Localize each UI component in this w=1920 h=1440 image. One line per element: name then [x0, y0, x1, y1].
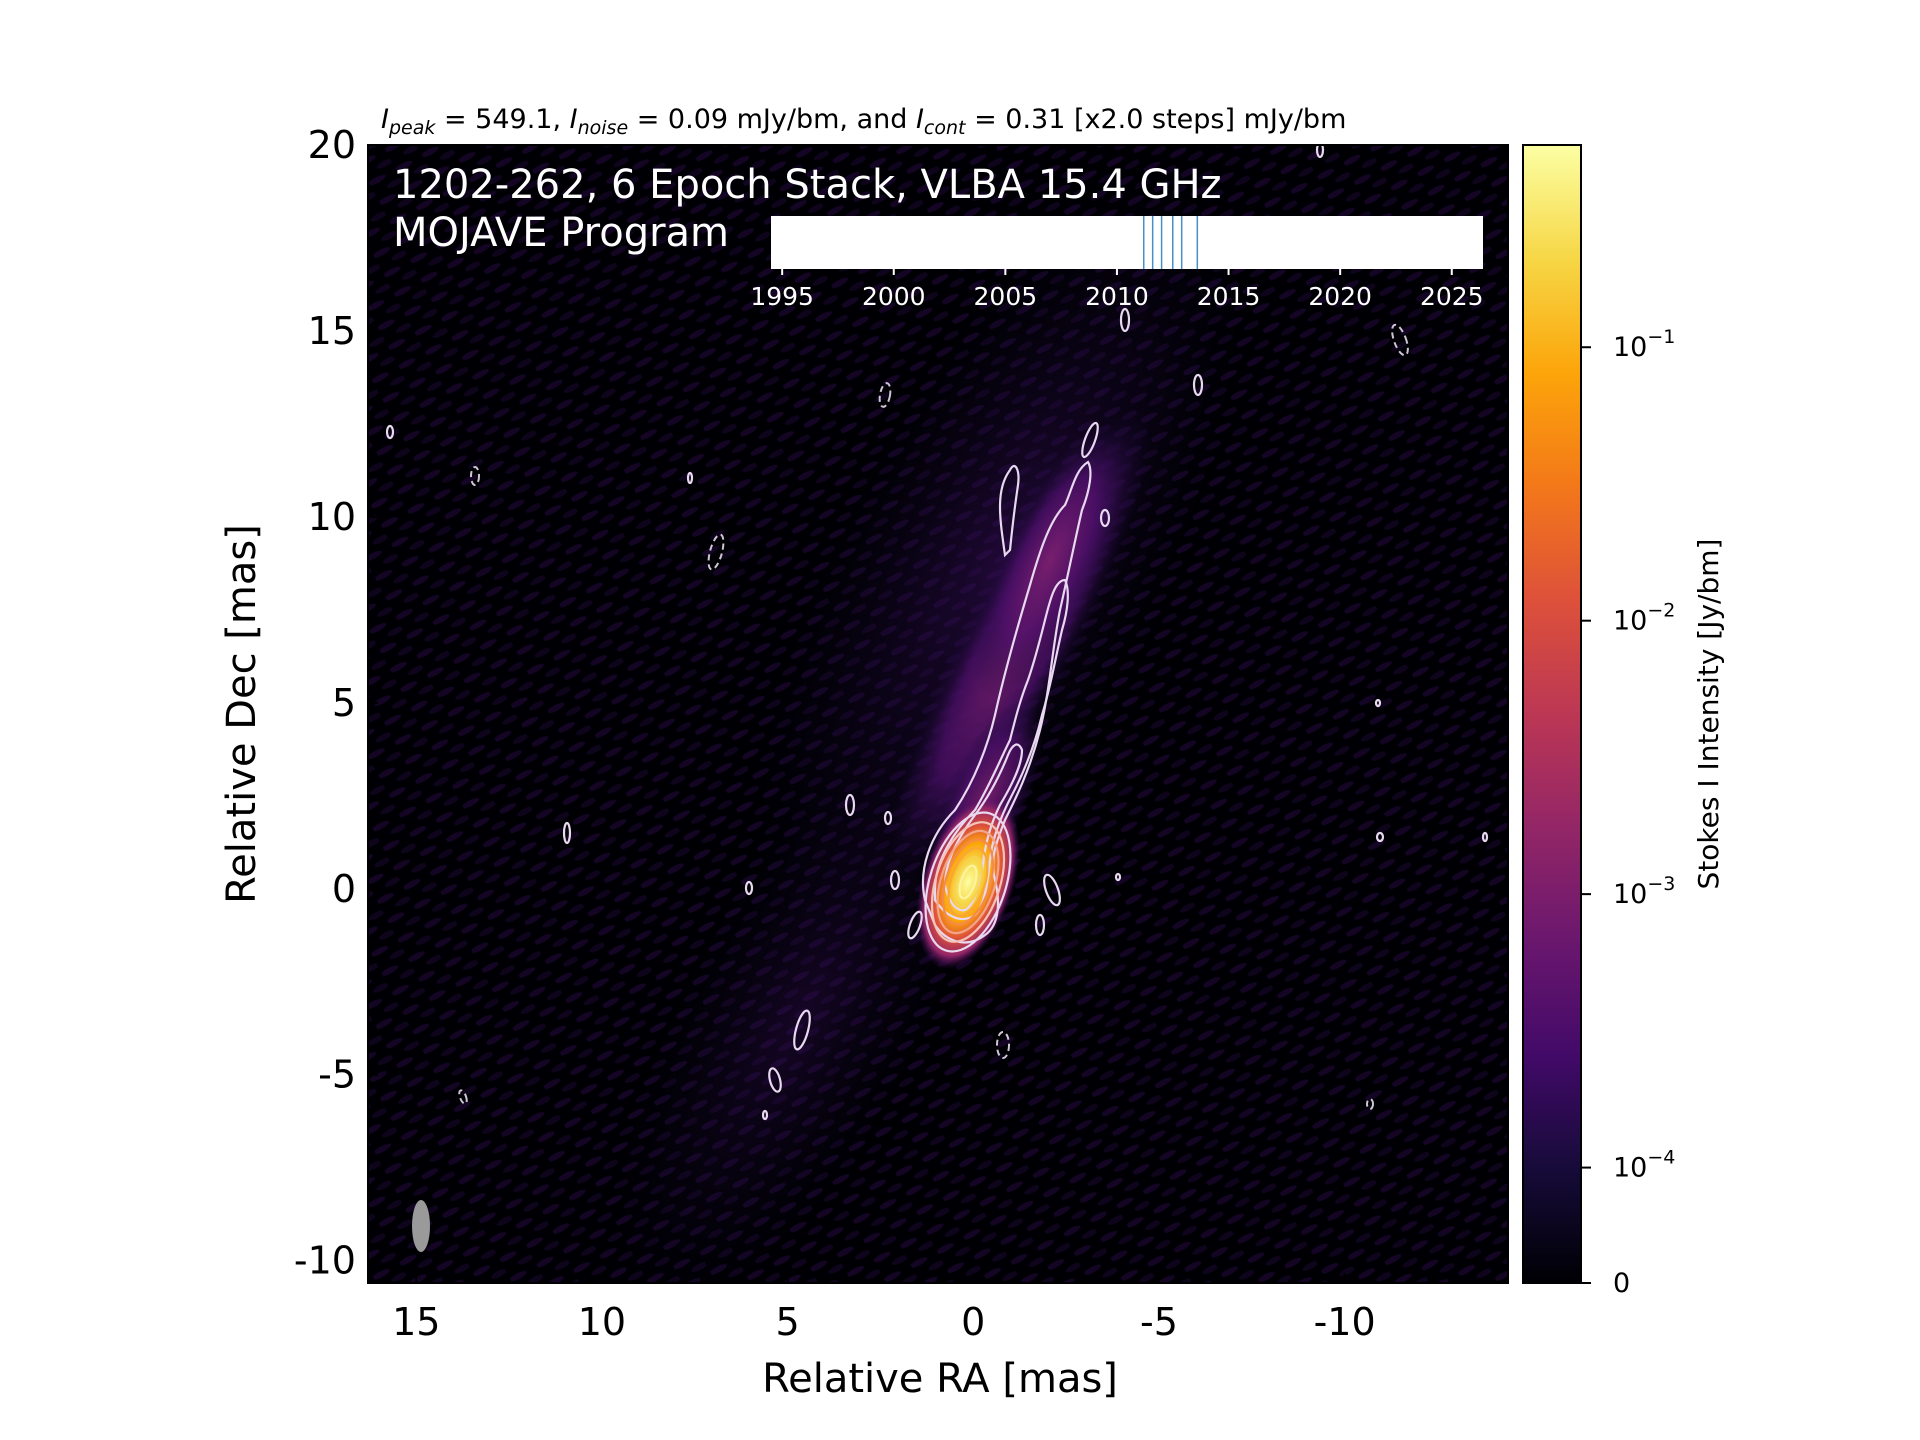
x-tick-label: 5 — [776, 1300, 800, 1344]
timeline-bar — [771, 216, 1483, 269]
chart-title: 1202-262, 6 Epoch Stack, VLBA 15.4 GHz — [393, 162, 1222, 208]
contours — [385, 145, 1489, 1121]
colorbar-tick-label: 0 — [1613, 1268, 1630, 1299]
y-tick-label: 10 — [308, 495, 356, 539]
y-axis-label: Relative Dec [mas] — [219, 524, 265, 904]
header-line: Ipeak = 549.1, Inoise = 0.09 mJy/bm, and… — [381, 104, 1346, 139]
colorbar — [1523, 145, 1581, 1283]
y-tick-label: 0 — [332, 867, 356, 911]
timeline-tick-label: 2005 — [974, 282, 1038, 311]
y-tick-label: 5 — [332, 681, 356, 725]
x-tick-label: 10 — [578, 1300, 626, 1344]
timeline-tick-label: 2020 — [1308, 282, 1372, 311]
colorbar-ticks: 10−1 10−2 10−3 10−4 0 — [1581, 326, 1675, 1299]
epoch-timeline: 1995 2000 2005 2010 2015 2020 2025 — [750, 216, 1484, 311]
colorbar-tick-label: 10−4 — [1613, 1147, 1675, 1184]
program-label: MOJAVE Program — [393, 210, 729, 256]
timeline-tick-label: 1995 — [750, 282, 814, 311]
colorbar-tick-label: 10−1 — [1613, 326, 1675, 363]
y-tick-label: 20 — [308, 123, 356, 167]
x-tick-label: -5 — [1140, 1300, 1178, 1344]
beam-ellipse — [412, 1200, 430, 1252]
colorbar-frame — [1522, 144, 1582, 1284]
intensity-map — [368, 145, 1508, 1283]
y-tick-label: -5 — [318, 1053, 356, 1097]
y-tick-label: 15 — [308, 309, 356, 353]
colorbar-label: Stokes I Intensity [Jy/bm] — [1692, 539, 1725, 890]
timeline-tick-label: 2015 — [1197, 282, 1261, 311]
x-axis: 15 10 5 0 -5 -10 — [392, 1273, 1376, 1344]
timeline-tick-label: 2025 — [1420, 282, 1484, 311]
timeline-tick-label: 2010 — [1085, 282, 1149, 311]
x-tick-label: 15 — [392, 1300, 440, 1344]
timeline-tick-label: 2000 — [862, 282, 926, 311]
x-tick-label: -10 — [1314, 1300, 1376, 1344]
y-axis: 20 15 10 5 0 -5 -10 — [294, 123, 378, 1283]
colorbar-tick-label: 10−3 — [1613, 873, 1675, 910]
y-tick-label: -10 — [294, 1239, 356, 1283]
plot-frame — [367, 144, 1509, 1284]
x-axis-label: Relative RA [mas] — [762, 1356, 1118, 1402]
x-tick-label: 0 — [961, 1300, 985, 1344]
colorbar-tick-label: 10−2 — [1613, 600, 1675, 637]
negative-contours — [458, 323, 1409, 1110]
